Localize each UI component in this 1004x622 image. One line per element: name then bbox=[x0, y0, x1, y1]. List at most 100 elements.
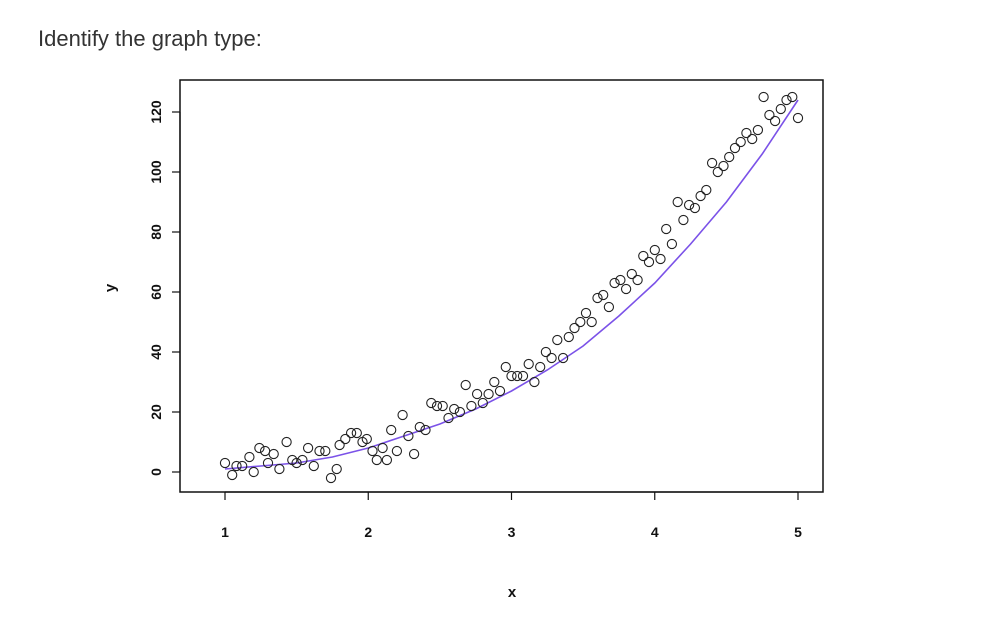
data-point bbox=[483, 388, 494, 400]
y-tick-label: 80 bbox=[148, 224, 164, 240]
data-point bbox=[500, 361, 511, 373]
data-point bbox=[638, 250, 649, 262]
data-point bbox=[575, 316, 586, 328]
data-point bbox=[695, 190, 706, 202]
data-point bbox=[431, 400, 443, 412]
data-point bbox=[471, 388, 483, 400]
data-point bbox=[632, 274, 643, 286]
data-point bbox=[443, 412, 454, 424]
data-point bbox=[367, 445, 378, 457]
data-point bbox=[259, 445, 271, 457]
data-point bbox=[219, 457, 231, 469]
data-point bbox=[414, 421, 425, 433]
data-point bbox=[666, 238, 678, 250]
data-point bbox=[340, 433, 351, 445]
data-point bbox=[586, 316, 597, 328]
data-point bbox=[718, 160, 729, 172]
data-point bbox=[244, 451, 255, 463]
x-tick-label: 2 bbox=[364, 524, 372, 540]
data-point bbox=[314, 445, 325, 457]
data-point bbox=[787, 91, 798, 103]
data-point bbox=[331, 463, 342, 475]
data-point bbox=[552, 334, 563, 346]
data-point bbox=[609, 277, 620, 289]
data-point bbox=[320, 445, 331, 457]
data-point bbox=[517, 370, 529, 382]
data-point bbox=[563, 331, 574, 343]
data-point bbox=[598, 289, 609, 301]
data-point bbox=[371, 454, 382, 466]
y-tick-label: 100 bbox=[148, 160, 164, 184]
data-point bbox=[615, 274, 626, 286]
data-point bbox=[274, 463, 285, 475]
data-point bbox=[489, 376, 500, 388]
x-tick-label: 5 bbox=[794, 524, 802, 540]
data-point bbox=[712, 166, 723, 178]
data-point bbox=[268, 448, 279, 460]
data-point bbox=[477, 397, 488, 409]
data-point bbox=[291, 457, 302, 469]
data-point bbox=[655, 253, 666, 265]
x-axis: 1 2 3 4 5 bbox=[221, 491, 802, 540]
data-point bbox=[661, 223, 672, 235]
data-point bbox=[237, 460, 248, 472]
y-tick-label: 0 bbox=[148, 468, 164, 476]
data-point bbox=[557, 352, 569, 364]
data-point bbox=[626, 268, 637, 280]
data-point bbox=[449, 403, 460, 415]
data-point bbox=[706, 157, 718, 169]
y-tick-label: 20 bbox=[148, 404, 164, 420]
data-point bbox=[758, 91, 769, 103]
x-axis-title: x bbox=[508, 584, 517, 601]
fitted-curve bbox=[224, 99, 799, 470]
data-point bbox=[345, 427, 357, 439]
data-point bbox=[391, 445, 403, 457]
plot-frame bbox=[179, 79, 824, 493]
data-point bbox=[494, 385, 506, 397]
data-point bbox=[683, 199, 695, 211]
data-point bbox=[254, 442, 265, 454]
data-point bbox=[302, 442, 314, 454]
data-point bbox=[724, 151, 735, 163]
data-point bbox=[403, 430, 414, 442]
data-point bbox=[512, 370, 523, 382]
data-point bbox=[540, 346, 552, 358]
data-point bbox=[792, 112, 804, 124]
data-point bbox=[248, 466, 259, 478]
data-point bbox=[529, 376, 540, 388]
data-point bbox=[729, 142, 741, 154]
data-point bbox=[747, 133, 758, 145]
data-point bbox=[592, 292, 603, 304]
data-point bbox=[781, 94, 792, 106]
data-point bbox=[580, 307, 592, 319]
question-text: Identify the graph type: bbox=[38, 26, 262, 51]
y-tick-label: 40 bbox=[148, 344, 164, 360]
data-point bbox=[603, 301, 615, 313]
y-tick-label: 60 bbox=[148, 284, 164, 300]
data-point bbox=[426, 397, 437, 409]
x-tick-label: 1 bbox=[221, 524, 229, 540]
data-point bbox=[308, 460, 319, 472]
data-point bbox=[569, 322, 580, 334]
data-point bbox=[386, 424, 397, 436]
data-point bbox=[381, 454, 393, 466]
data-point bbox=[523, 358, 534, 370]
fitted-curve-layer bbox=[224, 99, 799, 470]
data-point bbox=[649, 244, 660, 256]
data-point bbox=[546, 352, 557, 364]
y-axis: 0 20 40 60 80 100 120 bbox=[148, 100, 181, 476]
data-point bbox=[408, 448, 420, 460]
data-point bbox=[460, 379, 471, 391]
data-point bbox=[466, 400, 477, 412]
data-point bbox=[764, 109, 775, 121]
data-point bbox=[672, 196, 683, 208]
data-point bbox=[643, 256, 655, 268]
data-point bbox=[361, 433, 372, 445]
x-tick-label: 4 bbox=[651, 524, 659, 540]
data-point bbox=[325, 472, 337, 484]
data-point bbox=[351, 427, 362, 439]
data-point bbox=[334, 439, 345, 451]
y-tick-label: 120 bbox=[148, 100, 164, 124]
data-point bbox=[769, 115, 781, 127]
